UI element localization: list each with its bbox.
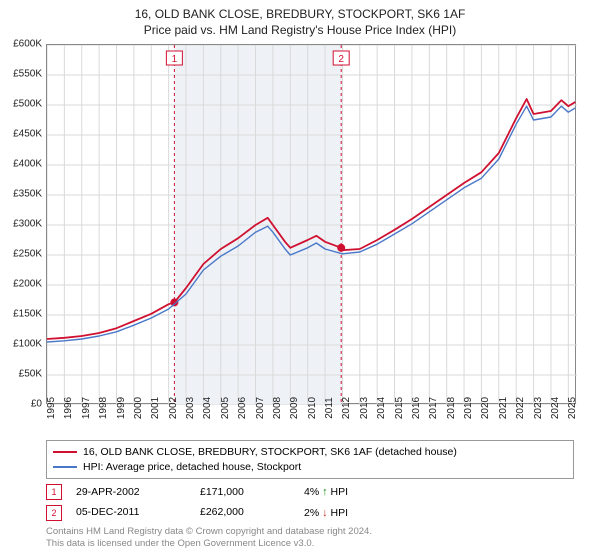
x-tick-label: 2007 bbox=[255, 397, 266, 419]
y-tick-label: £100K bbox=[13, 339, 42, 350]
x-tick-label: 2015 bbox=[394, 397, 405, 419]
y-tick-label: £500K bbox=[13, 99, 42, 110]
x-tick-label: 2022 bbox=[515, 397, 526, 419]
sale-delta: 2% ↓ HPI bbox=[304, 503, 348, 524]
y-tick-label: £150K bbox=[13, 309, 42, 320]
sale-price: £171,000 bbox=[200, 483, 290, 503]
footer-line-1: Contains HM Land Registry data © Crown c… bbox=[46, 526, 574, 538]
x-tick-label: 2016 bbox=[411, 397, 422, 419]
x-tick-label: 2017 bbox=[428, 397, 439, 419]
arrow-down-icon: ↓ bbox=[322, 507, 328, 519]
x-tick-label: 1996 bbox=[63, 397, 74, 419]
x-tick-label: 2004 bbox=[202, 397, 213, 419]
x-tick-label: 2019 bbox=[463, 397, 474, 419]
y-tick-label: £600K bbox=[13, 39, 42, 50]
x-tick-label: 2001 bbox=[150, 397, 161, 419]
x-tick-label: 2003 bbox=[185, 397, 196, 419]
y-tick-label: £300K bbox=[13, 219, 42, 230]
sale-marker-icon: 1 bbox=[46, 484, 62, 500]
x-tick-label: 2010 bbox=[307, 397, 318, 419]
sales-table: 1 29-APR-2002 £171,000 4% ↑ HPI 2 05-DEC… bbox=[46, 482, 574, 524]
chart-area: 12 £0£50K£100K£150K£200K£250K£300K£350K£… bbox=[46, 44, 576, 404]
title-line-2: Price paid vs. HM Land Registry's House … bbox=[0, 22, 600, 38]
x-tick-label: 2000 bbox=[133, 397, 144, 419]
x-tick-label: 2008 bbox=[272, 397, 283, 419]
x-tick-label: 2013 bbox=[359, 397, 370, 419]
svg-text:2: 2 bbox=[338, 54, 344, 65]
y-tick-label: £0 bbox=[31, 399, 42, 410]
x-tick-label: 2014 bbox=[376, 397, 387, 419]
x-tick-label: 2021 bbox=[498, 397, 509, 419]
y-tick-label: £450K bbox=[13, 129, 42, 140]
x-tick-label: 2024 bbox=[550, 397, 561, 419]
x-tick-label: 2002 bbox=[168, 397, 179, 419]
y-tick-label: £350K bbox=[13, 189, 42, 200]
x-tick-label: 2012 bbox=[341, 397, 352, 419]
sale-marker-icon: 2 bbox=[46, 505, 62, 521]
title-line-1: 16, OLD BANK CLOSE, BREDBURY, STOCKPORT,… bbox=[0, 6, 600, 22]
legend-item: HPI: Average price, detached house, Stoc… bbox=[53, 460, 567, 475]
y-tick-label: £250K bbox=[13, 249, 42, 260]
x-tick-label: 2005 bbox=[220, 397, 231, 419]
x-tick-label: 2025 bbox=[567, 397, 578, 419]
y-tick-label: £50K bbox=[19, 369, 42, 380]
y-tick-label: £550K bbox=[13, 69, 42, 80]
y-tick-label: £200K bbox=[13, 279, 42, 290]
x-tick-label: 2006 bbox=[237, 397, 248, 419]
x-tick-label: 1998 bbox=[98, 397, 109, 419]
plot-svg: 12 bbox=[47, 45, 577, 405]
sale-row: 1 29-APR-2002 £171,000 4% ↑ HPI bbox=[46, 482, 574, 503]
x-tick-label: 1999 bbox=[116, 397, 127, 419]
x-tick-label: 2018 bbox=[446, 397, 457, 419]
legend-label: HPI: Average price, detached house, Stoc… bbox=[83, 460, 301, 475]
legend-swatch bbox=[53, 451, 77, 453]
y-tick-label: £400K bbox=[13, 159, 42, 170]
sale-date: 29-APR-2002 bbox=[76, 483, 186, 503]
x-tick-label: 2020 bbox=[480, 397, 491, 419]
x-tick-label: 2023 bbox=[533, 397, 544, 419]
x-tick-label: 1997 bbox=[81, 397, 92, 419]
sale-row: 2 05-DEC-2011 £262,000 2% ↓ HPI bbox=[46, 503, 574, 524]
plot-background: 12 bbox=[46, 44, 576, 404]
sale-price: £262,000 bbox=[200, 503, 290, 523]
x-tick-label: 2011 bbox=[324, 397, 335, 419]
footer-line-2: This data is licensed under the Open Gov… bbox=[46, 538, 574, 550]
svg-text:1: 1 bbox=[172, 54, 178, 65]
x-tick-label: 2009 bbox=[289, 397, 300, 419]
sale-date: 05-DEC-2011 bbox=[76, 503, 186, 523]
chart-container: 16, OLD BANK CLOSE, BREDBURY, STOCKPORT,… bbox=[0, 0, 600, 560]
legend-swatch bbox=[53, 466, 77, 468]
x-tick-label: 1995 bbox=[46, 397, 57, 419]
footer: Contains HM Land Registry data © Crown c… bbox=[46, 526, 574, 551]
legend: 16, OLD BANK CLOSE, BREDBURY, STOCKPORT,… bbox=[46, 440, 574, 479]
sale-delta: 4% ↑ HPI bbox=[304, 482, 348, 503]
arrow-up-icon: ↑ bbox=[322, 486, 328, 498]
legend-label: 16, OLD BANK CLOSE, BREDBURY, STOCKPORT,… bbox=[83, 445, 457, 460]
legend-item: 16, OLD BANK CLOSE, BREDBURY, STOCKPORT,… bbox=[53, 445, 567, 460]
chart-title: 16, OLD BANK CLOSE, BREDBURY, STOCKPORT,… bbox=[0, 0, 600, 38]
